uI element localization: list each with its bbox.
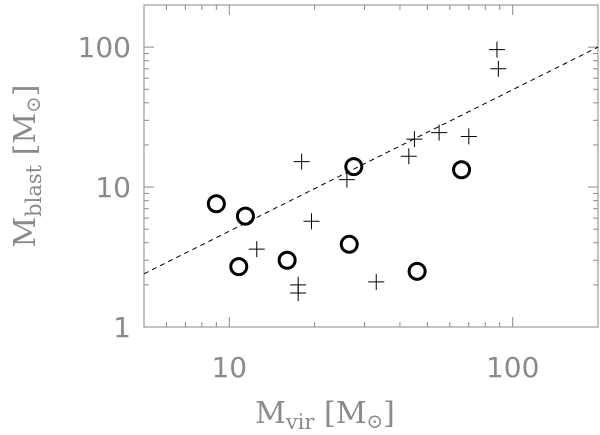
- x-axis-label: Mvir [M⊙]: [255, 396, 395, 434]
- plus-point: [431, 124, 448, 141]
- y-axis-sun-symbol: ⊙: [21, 96, 45, 113]
- plus-point: [303, 213, 320, 230]
- circle-point: [277, 250, 297, 270]
- fit-line: [143, 46, 599, 275]
- plus-point: [406, 131, 423, 148]
- plus-point: [338, 171, 355, 188]
- circle-point: [452, 160, 472, 180]
- x-tick-label: 10: [211, 351, 247, 384]
- y-tick-label: 100: [78, 31, 131, 64]
- x-axis-label-sub: vir: [285, 410, 316, 434]
- circle-point: [339, 234, 359, 254]
- y-axis-label-sub: blast: [22, 164, 46, 216]
- data-marks: [143, 41, 599, 301]
- svg-text:Mblast [M⊙]: Mblast [M⊙]: [8, 84, 46, 247]
- plus-point: [368, 273, 385, 290]
- circle-point: [344, 157, 364, 177]
- y-axis-label-unit: [M: [8, 113, 43, 155]
- plus-point: [490, 60, 507, 77]
- axis-ticks: 10 100 1 10 100: [78, 4, 599, 384]
- plus-point: [248, 241, 265, 258]
- y-axis-label-main: M: [8, 217, 43, 248]
- circle-point: [206, 194, 226, 214]
- svg-text:Mvir [M⊙]: Mvir [M⊙]: [255, 396, 395, 434]
- circle-point: [407, 261, 427, 281]
- y-axis-label: Mblast [M⊙]: [8, 84, 46, 247]
- circle-point: [235, 206, 255, 226]
- y-tick-label: 10: [95, 171, 131, 204]
- plus-point: [293, 153, 310, 170]
- plus-point: [290, 284, 307, 301]
- plus-point: [460, 128, 477, 145]
- x-axis-label-main: M: [255, 396, 286, 431]
- plot-frame: [143, 4, 599, 328]
- y-tick-label: 1: [113, 311, 131, 344]
- plus-point: [488, 41, 505, 58]
- x-tick-label: 100: [486, 351, 539, 384]
- x-axis-label-unit: [M: [324, 396, 366, 431]
- x-axis-sun-symbol: ⊙: [366, 409, 383, 433]
- circle-point: [229, 257, 249, 277]
- plus-point: [400, 148, 417, 165]
